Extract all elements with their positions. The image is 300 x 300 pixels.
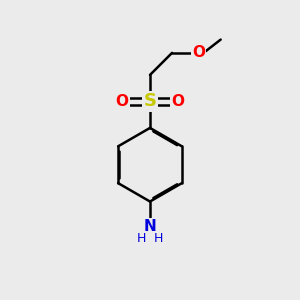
Text: O: O (192, 45, 205, 60)
Text: O: O (116, 94, 128, 109)
Text: S: S (143, 92, 157, 110)
Text: O: O (172, 94, 184, 109)
Text: H: H (154, 232, 164, 245)
Text: H: H (136, 232, 146, 245)
Text: N: N (144, 219, 156, 234)
